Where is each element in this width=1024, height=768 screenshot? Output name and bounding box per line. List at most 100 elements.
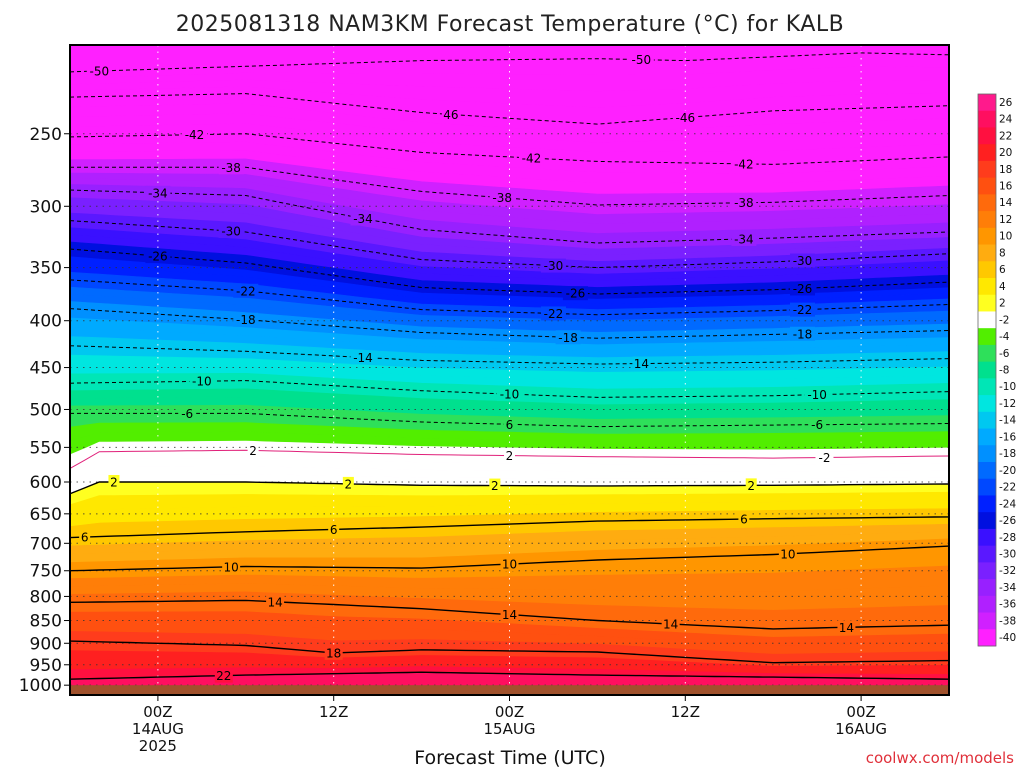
isotherm-label: -6 xyxy=(811,418,823,432)
colorbar-label: 12 xyxy=(999,214,1012,226)
isotherm-label-bg xyxy=(790,253,815,268)
isotherm-label-bg xyxy=(504,448,515,463)
isotherm-label: 2 xyxy=(249,444,257,458)
isotherm-label-bg xyxy=(790,302,815,317)
isotherm-label: -50 xyxy=(89,64,109,78)
colorbar-swatch xyxy=(978,512,996,530)
isotherm-label: -30 xyxy=(221,225,241,239)
isotherm-label-bg xyxy=(218,160,244,175)
isotherm-label-bg xyxy=(108,474,120,489)
isotherm-label-bg xyxy=(731,231,757,246)
colorbar-swatch xyxy=(978,160,996,179)
isotherm-label-bg xyxy=(500,607,519,622)
isotherm-label-bg xyxy=(441,107,460,122)
isotherm-label: -22 xyxy=(793,303,813,317)
colorbar-swatch xyxy=(978,579,996,597)
colorbar: 26 24 22 20 18 16 14 12 10 8 6 4 2 -2 -4 -6 -8 -10 -12 -14 -… xyxy=(977,93,1016,647)
isotherm-label-bg xyxy=(540,258,566,273)
isotherm-label: 14 xyxy=(502,608,517,622)
isotherm-label: 10 xyxy=(502,558,517,572)
isotherm-label: -38 xyxy=(492,191,512,205)
chart-title: 2025081318 NAM3KM Forecast Temperature (… xyxy=(176,12,845,37)
isotherm-label-bg xyxy=(540,306,566,321)
y-tick-label: 900 xyxy=(30,634,62,654)
isotherm-label-bg xyxy=(804,387,830,402)
colorbar-swatch xyxy=(978,94,996,112)
colorbar-swatch xyxy=(978,328,996,346)
colorbar-label: -8 xyxy=(999,365,1009,377)
isotherm-label: -18 xyxy=(558,331,578,345)
isotherm-label-bg xyxy=(489,190,515,205)
colorbar-label: 20 xyxy=(999,147,1012,159)
colorbar-swatch xyxy=(978,612,996,630)
isotherm-label: -10 xyxy=(807,388,827,402)
isotherm-label: -50 xyxy=(632,53,652,67)
colorbar-label: -40 xyxy=(999,632,1016,644)
colorbar-label: 6 xyxy=(999,264,1006,276)
isotherm-label-bg xyxy=(218,224,244,239)
y-tick-label: 950 xyxy=(30,656,62,676)
colorbar-label: 8 xyxy=(999,247,1006,259)
isotherm-label: -6 xyxy=(181,407,193,421)
colorbar-label: 2 xyxy=(999,298,1006,310)
isotherm-label: -22 xyxy=(236,284,256,298)
isotherm-label-bg xyxy=(233,283,259,298)
colorbar-label: -4 xyxy=(999,331,1010,343)
isotherm-label: 6 xyxy=(81,531,89,545)
colorbar-swatch xyxy=(978,478,996,496)
isotherm-label: -14 xyxy=(353,351,373,365)
isotherm-label-bg xyxy=(808,417,827,432)
y-tick-label: 350 xyxy=(30,259,62,279)
isotherm-label: 6 xyxy=(506,418,514,432)
isotherm-label: 46 xyxy=(443,108,458,122)
isotherm-label: -34 xyxy=(148,186,168,200)
y-tick-label: 450 xyxy=(30,359,62,379)
colorbar-label: -16 xyxy=(999,431,1016,443)
colorbar-label: 16 xyxy=(999,181,1013,193)
colorbar-swatch xyxy=(978,344,996,363)
colorbar-label: -32 xyxy=(999,565,1016,577)
isotherm-label-bg xyxy=(350,211,376,226)
isotherm-label-bg xyxy=(145,249,171,264)
isotherm-label-bg xyxy=(661,617,680,632)
isotherm-label: 2 xyxy=(345,477,353,491)
isotherm-label-bg xyxy=(778,546,797,561)
colorbar-label: -30 xyxy=(999,549,1016,561)
isotherm-label: -26 xyxy=(566,287,586,301)
isotherm-label-bg xyxy=(562,286,588,301)
colorbar-swatch xyxy=(978,545,996,563)
gridlines xyxy=(70,45,949,695)
colorbar-swatch xyxy=(978,378,996,396)
x-tick-label: 00Z xyxy=(495,703,524,721)
isotherm-label: 2 xyxy=(506,449,514,463)
isotherm-label-bg xyxy=(837,620,856,635)
isotherm-label: -46 xyxy=(675,111,695,125)
colorbar-swatch xyxy=(978,395,996,413)
colorbar-swatch xyxy=(978,261,996,279)
colorbar-label: -38 xyxy=(999,615,1016,627)
isotherm-label: -42 xyxy=(522,152,542,166)
y-tick-label: 850 xyxy=(30,612,62,632)
colorbar-swatch xyxy=(978,110,996,128)
isotherm-label-bg xyxy=(86,63,112,78)
isotherm-label-bg xyxy=(222,559,241,574)
isotherm-label: 14 xyxy=(663,618,678,632)
x-tick-label: 12Z xyxy=(671,703,700,721)
colorbar-label: -36 xyxy=(999,599,1016,611)
isotherm-label-bg xyxy=(350,350,376,365)
x-tick-label: 14AUG xyxy=(132,720,184,738)
colorbar-label: -10 xyxy=(999,381,1016,393)
isotherm-label-bg xyxy=(324,645,343,660)
isotherm-label: -30 xyxy=(544,259,564,273)
credit-link[interactable]: coolwx.com/models xyxy=(866,749,1014,767)
x-tick-label: 00Z xyxy=(143,703,172,721)
isotherm-label-bg xyxy=(182,127,208,142)
y-tick-label: 550 xyxy=(30,438,62,458)
isotherm-label-bg xyxy=(555,330,581,345)
y-tick-label: 500 xyxy=(30,400,62,420)
isotherm-label: 18 xyxy=(326,646,341,660)
isotherm-label-bg xyxy=(214,668,233,683)
colorbar-label: 10 xyxy=(999,231,1012,243)
